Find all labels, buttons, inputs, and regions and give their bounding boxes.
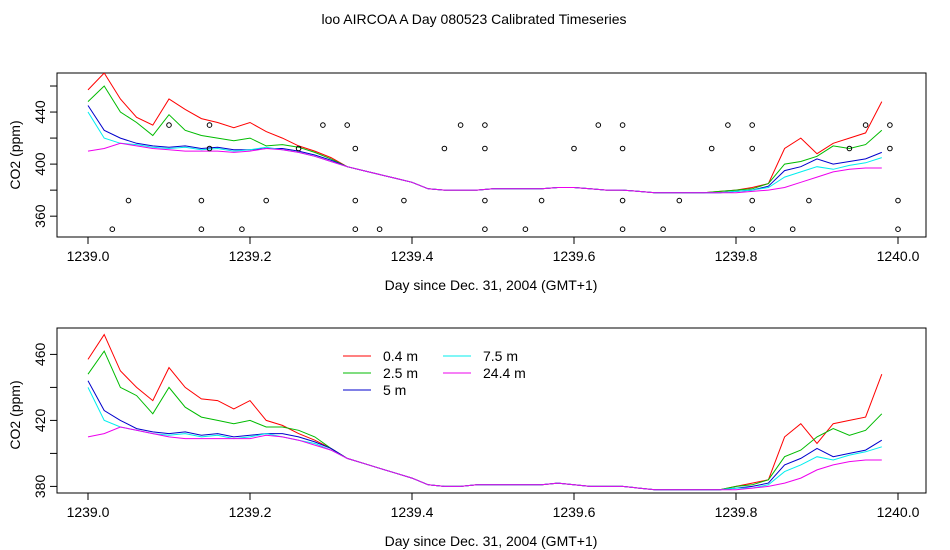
flag-marker <box>198 226 205 232</box>
flag-marker <box>660 226 666 232</box>
top-x-axis-label: Day since Dec. 31, 2004 (GMT+1) <box>385 277 598 293</box>
bottom-y-axis-label: CO2 (ppm) <box>7 380 23 449</box>
flag-marker <box>344 122 351 128</box>
series-line-0-4-m <box>87 73 883 194</box>
flag-marker <box>109 226 116 232</box>
flag-marker <box>352 226 359 232</box>
flag-marker <box>725 122 731 128</box>
bottom-panel: Day since Dec. 31, 2004 (GMT+1) CO2 (ppm… <box>7 327 927 549</box>
flag-marker <box>263 197 270 204</box>
legend-label: 7.5 m <box>483 348 518 364</box>
y-tick-label: 400 <box>32 152 48 176</box>
y-tick-label: 380 <box>32 475 48 499</box>
flag-marker <box>401 197 407 204</box>
y-tick-label: 440 <box>32 100 48 124</box>
chart-title: loo AIRCOA A Day 080523 Calibrated Times… <box>321 11 626 27</box>
flag-marker <box>749 197 756 204</box>
flag-marker <box>239 226 245 232</box>
x-tick-label: 1239.6 <box>553 504 596 520</box>
flag-marker <box>125 197 132 204</box>
flag-marker <box>806 197 812 204</box>
flag-marker <box>789 226 796 232</box>
x-tick-label: 1239.2 <box>229 504 272 520</box>
flag-marker <box>522 226 529 232</box>
flag-marker <box>846 145 853 152</box>
flag-marker <box>619 226 626 232</box>
flag-marker <box>619 197 626 204</box>
flag-marker <box>619 145 626 152</box>
flag-marker <box>676 197 683 204</box>
flag-marker <box>376 226 383 232</box>
flag-marker <box>749 226 756 232</box>
flag-marker <box>320 122 326 128</box>
legend-label: 24.4 m <box>483 365 526 381</box>
legend-label: 0.4 m <box>383 348 418 364</box>
plot-frame <box>56 72 927 238</box>
flag-marker <box>895 197 901 204</box>
x-tick-label: 1239.4 <box>391 248 434 264</box>
x-tick-label: 1239.8 <box>715 504 758 520</box>
flag-marker <box>441 145 448 152</box>
flag-marker <box>708 145 715 152</box>
flag-marker <box>538 197 545 204</box>
bottom-x-axis-label: Day since Dec. 31, 2004 (GMT+1) <box>385 533 598 549</box>
flag-marker <box>482 145 488 152</box>
x-tick-label: 1239.0 <box>67 504 110 520</box>
x-tick-label: 1239.0 <box>67 248 110 264</box>
x-tick-label: 1239.8 <box>715 248 758 264</box>
flag-marker <box>571 145 577 152</box>
flag-marker <box>352 145 359 152</box>
flag-marker <box>895 226 901 232</box>
series-line-24-4-m <box>87 142 882 194</box>
flag-marker <box>295 145 302 152</box>
series-line-2-5-m <box>87 85 883 194</box>
flag-marker <box>749 145 756 152</box>
flag-marker <box>619 122 626 128</box>
legend-label: 2.5 m <box>383 365 418 381</box>
series-line-5-m <box>87 380 883 491</box>
flag-marker <box>482 122 488 128</box>
plot-frame <box>56 327 927 494</box>
flag-marker <box>352 197 359 204</box>
legend-label: 5 m <box>383 382 406 398</box>
x-tick-label: 1239.2 <box>229 248 272 264</box>
flag-marker <box>206 122 213 128</box>
y-tick-label: 460 <box>32 343 48 367</box>
x-tick-label: 1239.4 <box>391 504 434 520</box>
top-y-axis-label: CO2 (ppm) <box>7 120 23 189</box>
top-panel: Day since Dec. 31, 2004 (GMT+1) CO2 (ppm… <box>7 72 927 293</box>
flag-marker <box>595 122 602 128</box>
flag-marker <box>482 197 488 204</box>
flag-marker <box>862 122 869 128</box>
flag-marker <box>482 226 488 232</box>
flag-marker <box>198 197 205 204</box>
flag-marker <box>887 145 893 152</box>
flag-marker <box>206 145 213 152</box>
flag-marker <box>166 122 172 128</box>
series-line-24-4-m <box>87 426 882 491</box>
x-tick-label: 1240.0 <box>877 248 920 264</box>
flag-marker <box>749 122 756 128</box>
flag-marker <box>887 122 893 128</box>
y-tick-label: 360 <box>32 204 48 228</box>
x-tick-label: 1239.6 <box>553 248 596 264</box>
flag-marker <box>457 122 464 128</box>
y-tick-label: 420 <box>32 409 48 433</box>
x-tick-label: 1240.0 <box>877 504 920 520</box>
